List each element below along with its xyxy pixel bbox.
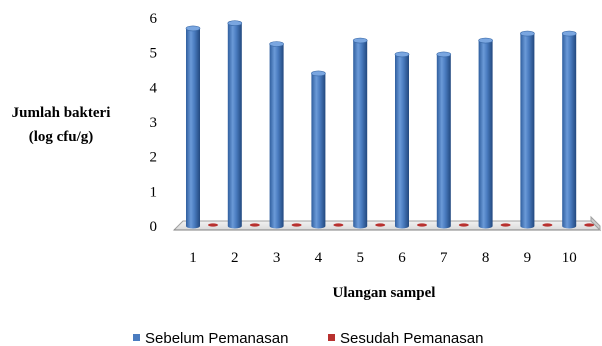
bar-sebelum xyxy=(394,51,410,229)
bar-sebelum xyxy=(352,37,368,229)
legend: Sebelum Pemanasan Sesudah Pemanasan xyxy=(133,330,483,346)
bar-sesudah xyxy=(417,223,427,227)
y-tick-label: 2 xyxy=(150,150,158,166)
y-axis-ticks: 0 1 2 3 4 5 6 xyxy=(150,11,158,235)
bar-sesudah xyxy=(291,223,302,227)
chart-floor-edge xyxy=(590,215,601,232)
x-tick-label: 4 xyxy=(315,250,323,266)
legend-swatch-sebelum xyxy=(133,334,140,341)
x-tick-label: 5 xyxy=(356,250,364,266)
bar-sesudah xyxy=(249,223,260,227)
bar-sebelum xyxy=(185,25,201,229)
bar-sesudah xyxy=(584,223,595,227)
bar-sebelum xyxy=(436,51,452,229)
bar-sebelum xyxy=(520,30,535,229)
x-tick-label: 6 xyxy=(398,250,406,266)
bar-sebelum xyxy=(311,70,326,229)
bar-sesudah xyxy=(458,223,469,227)
legend-label-sesudah: Sesudah Pemanasan xyxy=(340,330,483,346)
y-tick-label: 4 xyxy=(150,80,158,96)
bar-sesudah xyxy=(500,223,511,227)
y-axis-title-line2: (log cfu/g) xyxy=(29,129,94,145)
x-tick-label: 8 xyxy=(482,250,490,266)
legend-label-sebelum: Sebelum Pemanasan xyxy=(145,330,288,346)
bar-sesudah xyxy=(375,223,386,227)
bar-sesudah xyxy=(208,223,218,227)
bar-sebelum xyxy=(227,20,243,229)
y-tick-label: 6 xyxy=(150,11,158,27)
x-tick-label: 10 xyxy=(562,250,577,266)
legend-swatch-sesudah xyxy=(328,334,335,341)
y-tick-label: 3 xyxy=(150,115,158,131)
bar-sesudah xyxy=(333,223,344,227)
y-tick-label: 0 xyxy=(150,219,158,235)
x-tick-label: 2 xyxy=(231,250,239,266)
x-tick-label: 7 xyxy=(440,250,448,266)
bar-sebelum xyxy=(561,30,577,229)
x-axis-title: Ulangan sampel xyxy=(333,285,436,301)
y-tick-label: 1 xyxy=(150,184,158,200)
bar-sebelum xyxy=(269,41,284,229)
x-axis-ticks: 1 2 3 4 5 6 7 8 9 10 xyxy=(189,250,576,266)
y-tick-label: 5 xyxy=(150,46,158,62)
y-axis-title-line1: Jumlah bakteri xyxy=(12,105,111,121)
bar-sesudah xyxy=(542,223,553,227)
x-tick-label: 1 xyxy=(189,250,197,266)
bars xyxy=(185,20,595,229)
x-tick-label: 9 xyxy=(524,250,532,266)
x-tick-label: 3 xyxy=(273,250,281,266)
bar-sebelum xyxy=(478,37,493,229)
